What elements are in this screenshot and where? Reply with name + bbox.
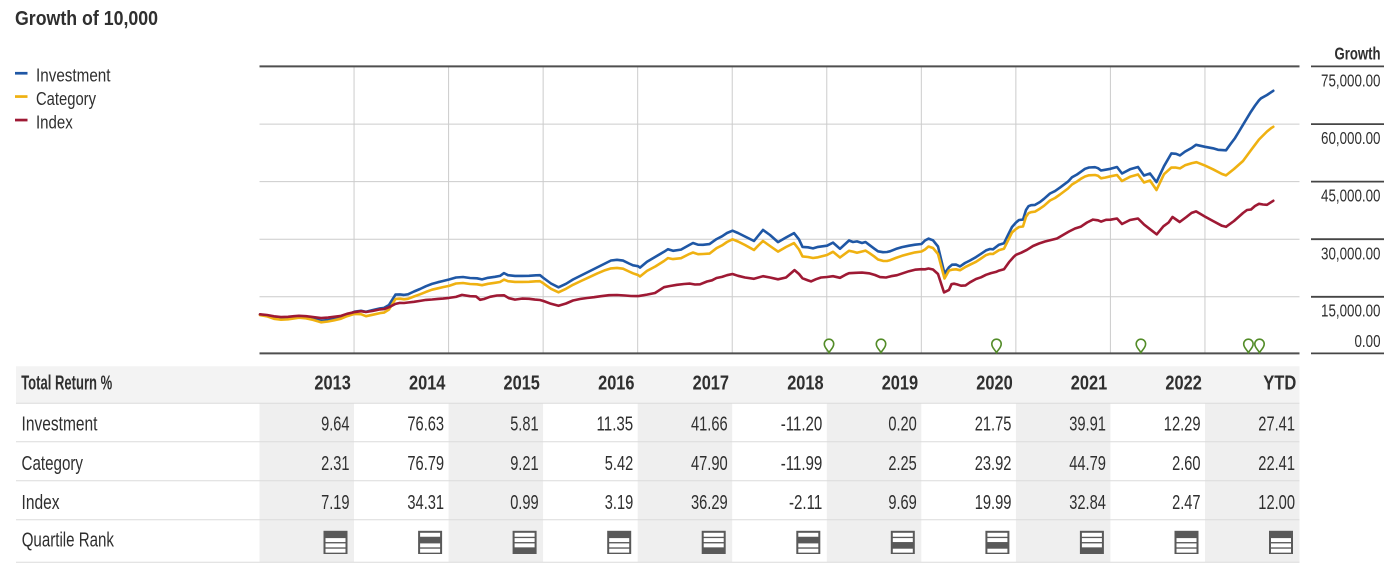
svg-text:41.66: 41.66 [691, 413, 728, 436]
svg-text:2018: 2018 [787, 372, 823, 395]
svg-text:2021: 2021 [1071, 372, 1107, 395]
svg-text:9.69: 9.69 [888, 491, 916, 514]
svg-text:0.99: 0.99 [510, 491, 538, 514]
svg-text:2015: 2015 [504, 372, 540, 395]
svg-text:-2.11: -2.11 [789, 491, 822, 514]
svg-text:34.31: 34.31 [407, 491, 444, 514]
svg-text:22.41: 22.41 [1258, 452, 1295, 475]
svg-text:60,000.00: 60,000.00 [1321, 128, 1381, 148]
svg-text:12.29: 12.29 [1164, 413, 1201, 436]
svg-text:30,000.00: 30,000.00 [1321, 243, 1381, 263]
svg-text:2019: 2019 [882, 372, 918, 395]
svg-text:5.42: 5.42 [605, 452, 633, 475]
svg-text:19.99: 19.99 [975, 491, 1012, 514]
svg-text:-11.99: -11.99 [781, 452, 823, 475]
svg-text:47.90: 47.90 [691, 452, 728, 475]
svg-text:2016: 2016 [598, 372, 634, 395]
svg-text:12.00: 12.00 [1258, 491, 1295, 514]
svg-text:-11.20: -11.20 [781, 413, 823, 436]
svg-text:Growth: Growth [1335, 44, 1381, 64]
svg-text:32.84: 32.84 [1069, 491, 1106, 514]
svg-text:0.00: 0.00 [1355, 331, 1381, 351]
svg-text:23.92: 23.92 [975, 452, 1012, 475]
svg-text:2017: 2017 [693, 372, 729, 395]
svg-text:2013: 2013 [314, 372, 350, 395]
svg-text:39.91: 39.91 [1069, 413, 1106, 436]
svg-text:5.81: 5.81 [510, 413, 538, 436]
svg-text:76.79: 76.79 [407, 452, 444, 475]
svg-text:75,000.00: 75,000.00 [1321, 70, 1381, 90]
svg-text:15,000.00: 15,000.00 [1321, 301, 1381, 321]
svg-text:3.19: 3.19 [605, 491, 633, 514]
svg-text:2014: 2014 [409, 372, 446, 395]
svg-text:Index: Index [36, 112, 73, 132]
svg-text:2.31: 2.31 [321, 452, 349, 475]
svg-text:Total Return %: Total Return % [21, 372, 112, 395]
svg-text:Investment: Investment [36, 66, 111, 86]
svg-text:Quartile Rank: Quartile Rank [22, 529, 115, 552]
svg-text:9.64: 9.64 [321, 413, 349, 436]
svg-text:2.60: 2.60 [1172, 452, 1200, 475]
svg-text:11.35: 11.35 [597, 413, 634, 436]
svg-text:Index: Index [22, 491, 61, 514]
svg-text:2022: 2022 [1165, 372, 1201, 395]
svg-text:2020: 2020 [976, 372, 1012, 395]
svg-text:27.41: 27.41 [1258, 413, 1295, 436]
svg-text:76.63: 76.63 [407, 413, 444, 436]
svg-text:9.21: 9.21 [510, 452, 538, 475]
svg-text:Category: Category [22, 452, 84, 475]
svg-text:45,000.00: 45,000.00 [1321, 186, 1381, 206]
svg-text:21.75: 21.75 [975, 413, 1012, 436]
svg-text:2.47: 2.47 [1172, 491, 1200, 514]
svg-text:36.29: 36.29 [691, 491, 728, 514]
svg-text:2.25: 2.25 [888, 452, 916, 475]
svg-text:7.19: 7.19 [321, 491, 349, 514]
svg-text:Category: Category [36, 89, 96, 109]
svg-text:0.20: 0.20 [888, 413, 916, 436]
svg-text:Growth of 10,000: Growth of 10,000 [15, 7, 158, 30]
svg-text:Investment: Investment [22, 413, 98, 436]
svg-text:44.79: 44.79 [1069, 452, 1106, 475]
svg-text:YTD: YTD [1263, 372, 1296, 395]
